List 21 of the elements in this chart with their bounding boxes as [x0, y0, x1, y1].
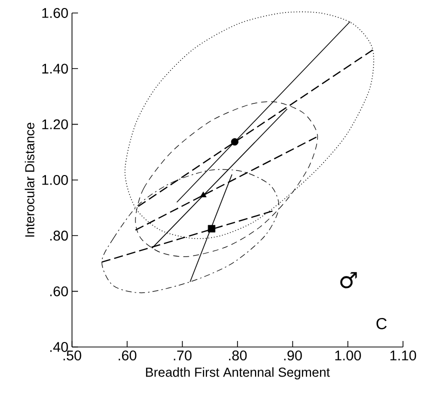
x-axis-title: Breadth First Antennal Segment: [146, 367, 330, 380]
annotation: C: [376, 318, 387, 330]
x-tick-label: .50: [64, 350, 82, 360]
y-tick-label: 1.40: [42, 64, 68, 74]
annotation: ♂: [340, 272, 357, 288]
y-tick-label: .60: [50, 286, 68, 296]
y-tick-label: 1.60: [42, 8, 68, 18]
y-tick-label: 1.20: [42, 119, 68, 130]
x-tick-label: .60: [118, 350, 136, 360]
point: [200, 192, 207, 198]
x-tick-label: .80: [229, 350, 247, 360]
point: [231, 138, 238, 146]
x-tick-label: .90: [284, 350, 302, 360]
x-tick-label: .70: [174, 350, 192, 360]
point: [208, 224, 216, 232]
y-axis-title: Interocular Distance: [24, 122, 34, 237]
y-tick-label: .40: [50, 342, 68, 352]
y-tick-label: .80: [50, 230, 68, 241]
x-tick-label: 1.10: [390, 350, 416, 360]
x-tick-label: 1.00: [335, 350, 361, 360]
y-tick-label: 1.00: [42, 175, 68, 185]
